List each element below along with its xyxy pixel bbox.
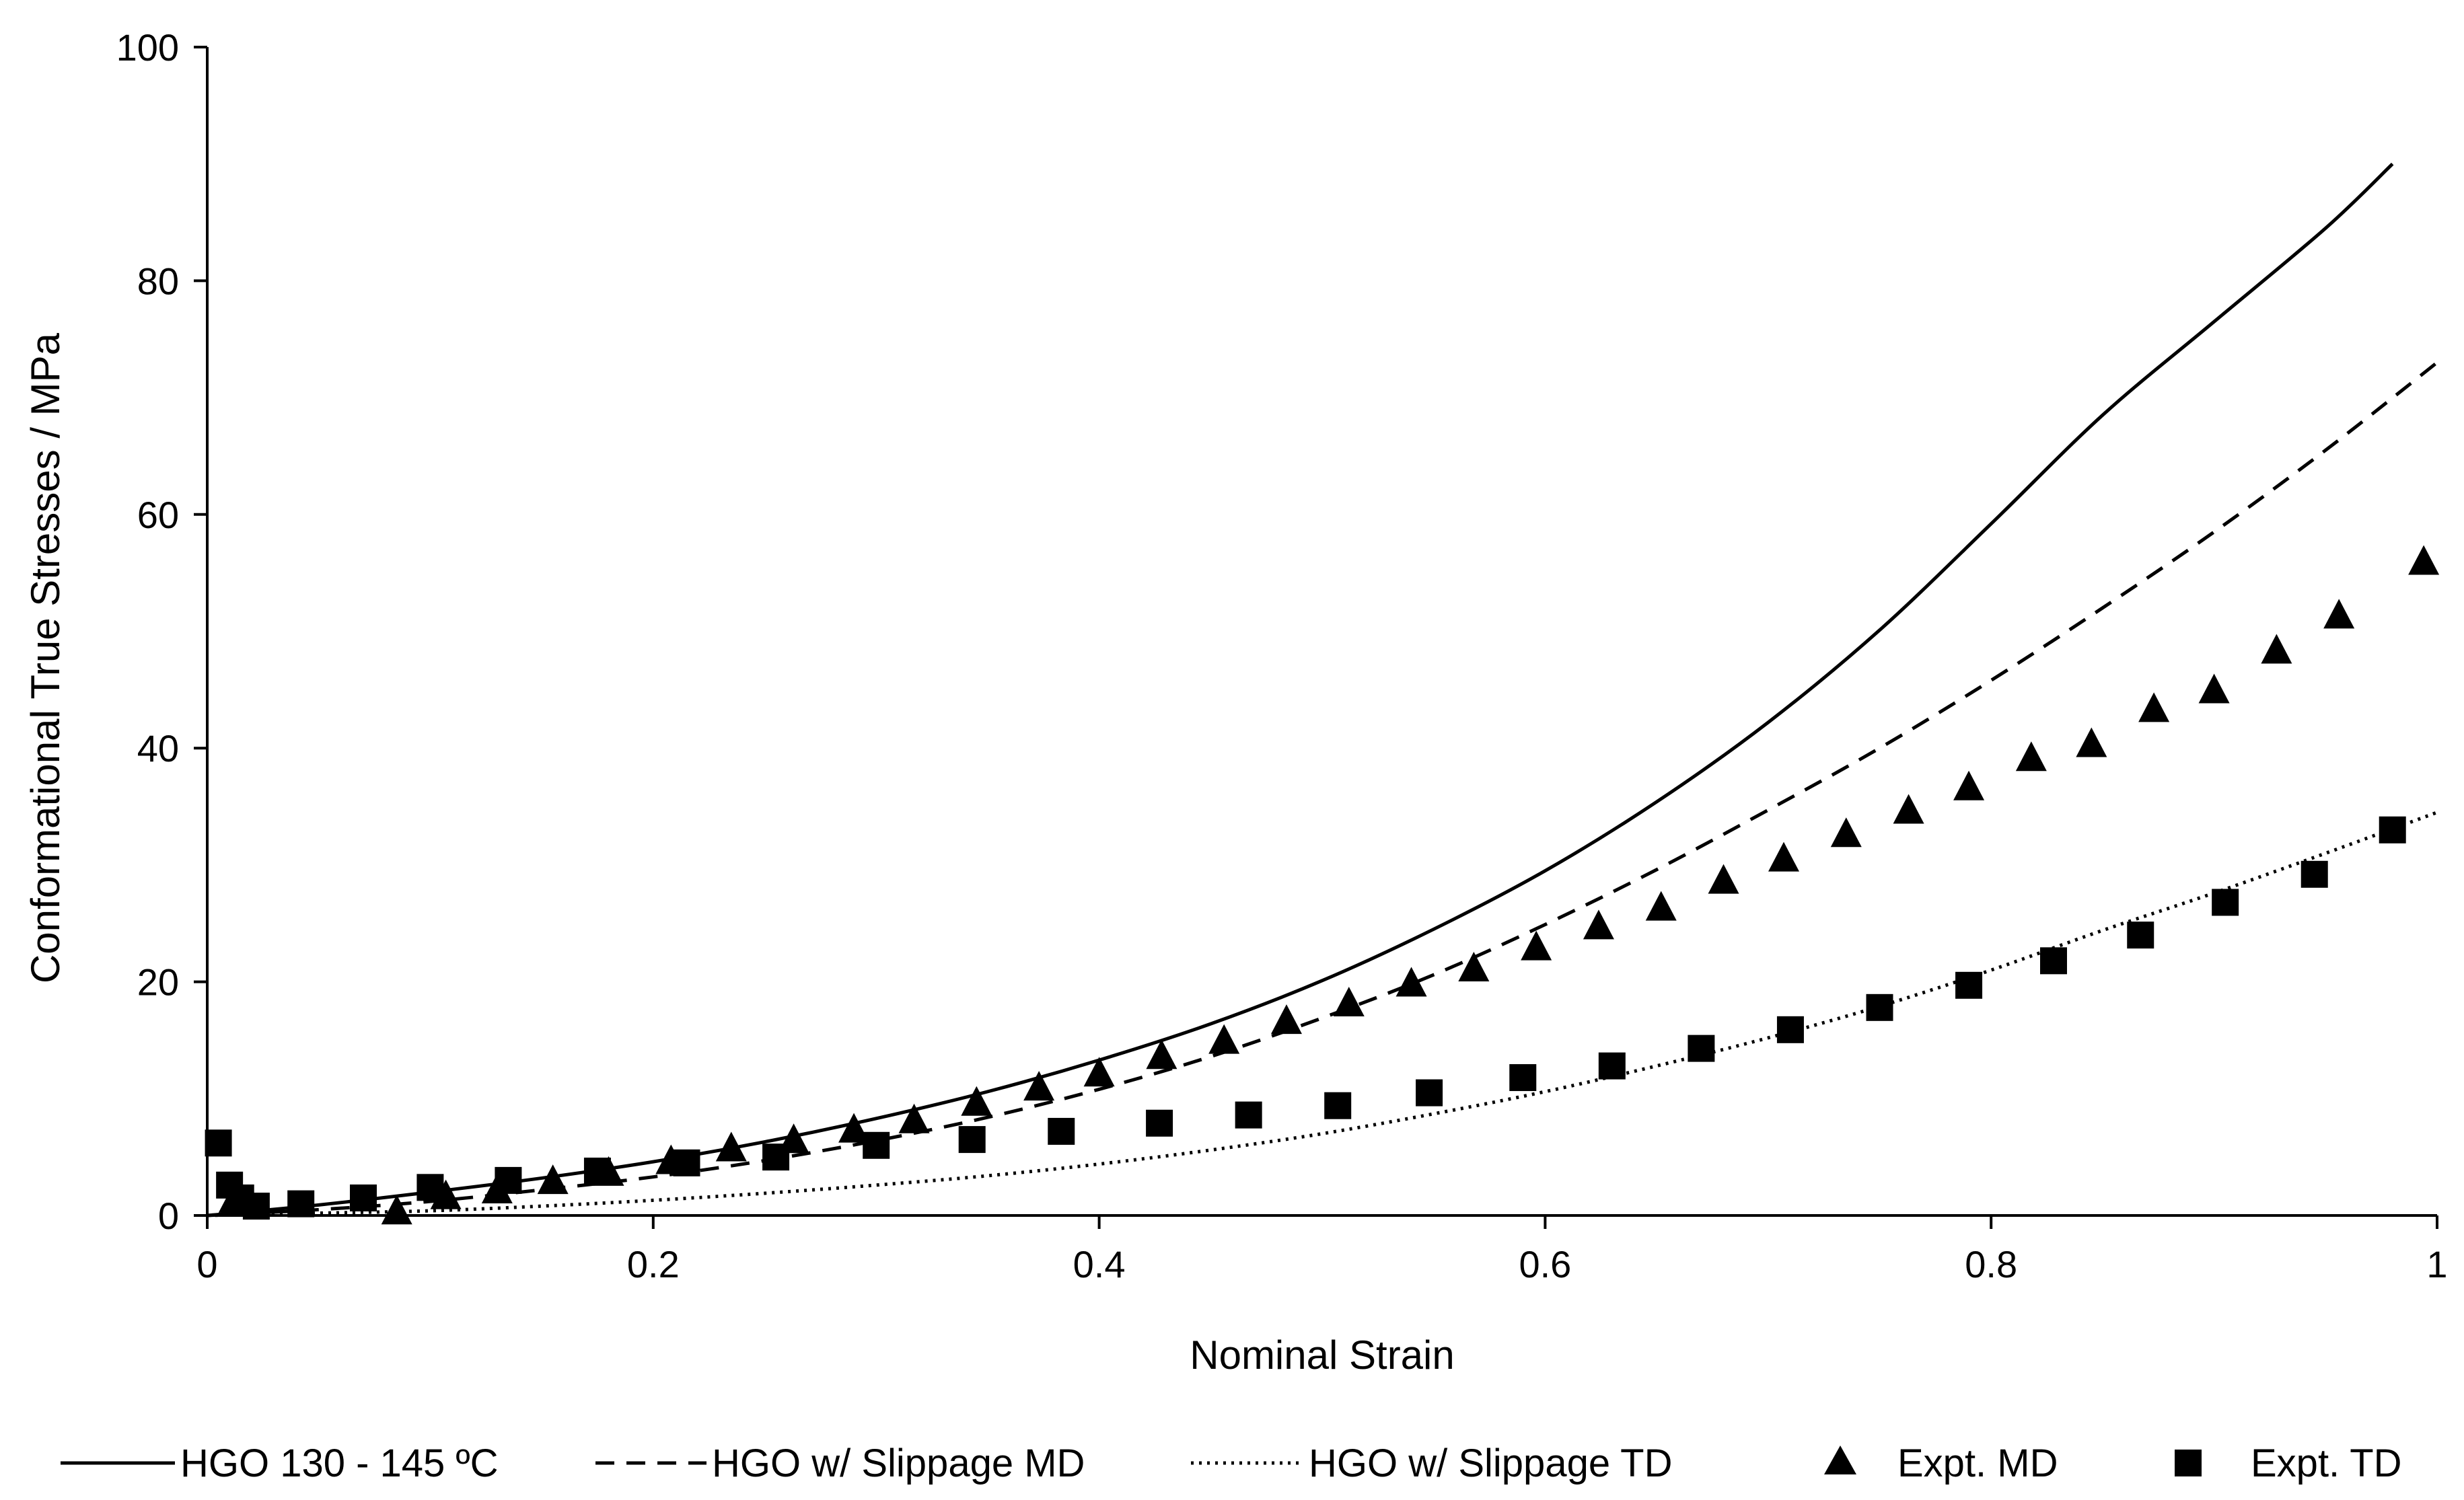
expt-td-point (1955, 971, 1983, 999)
expt-td-point (1146, 1109, 1173, 1137)
expt-td-point (1048, 1117, 1075, 1145)
y-tick-label: 40 (137, 727, 179, 770)
legend-square-marker (2175, 1450, 2202, 1476)
legend-label-expt-td: Expt. TD (2251, 1441, 2402, 1485)
x-tick-label: 0.4 (1073, 1243, 1126, 1285)
expt-md-point (1146, 1039, 1177, 1070)
expt-md-point (2138, 692, 2170, 722)
expt-td-point (2300, 860, 2328, 888)
series-line-dotted (207, 811, 2438, 1217)
y-tick-label: 80 (137, 260, 179, 302)
expt-td-point (2212, 889, 2239, 916)
expt-md-point (430, 1179, 462, 1209)
expt-md-point (1645, 891, 1677, 921)
expt-td-point (1324, 1092, 1352, 1119)
expt-td-point (2127, 922, 2154, 949)
expt-md-point (2261, 634, 2292, 664)
expt-md-point (898, 1103, 930, 1133)
expt-md-point (1708, 864, 1739, 894)
expt-md-point (1521, 930, 1552, 961)
expt-td-point (495, 1166, 522, 1194)
x-tick-label: 0.6 (1519, 1243, 1571, 1285)
legend-triangle-marker (1824, 1446, 1856, 1474)
expt-td-point (205, 1129, 232, 1157)
expt-md-point (1830, 817, 1862, 848)
expt-td-point (863, 1131, 890, 1159)
expt-td-point (1598, 1052, 1626, 1080)
expt-md-point (1333, 987, 1365, 1017)
expt-td-point (1235, 1101, 1262, 1129)
expt-md-point (2323, 599, 2355, 629)
expt-md-point (1023, 1071, 1055, 1101)
expt-td-point (287, 1190, 315, 1217)
expt-md-point (381, 1195, 412, 1225)
legend: HGO 130 - 145 ºC HGO w/ Slippage MD HGO … (61, 1441, 2402, 1485)
y-tick-label: 20 (137, 961, 179, 1004)
expt-td-point (2379, 816, 2406, 843)
expt-md-point (1458, 951, 1490, 981)
expt-md-point (2015, 741, 2047, 772)
expt-md-point (1893, 794, 1924, 824)
expt-md-point (1083, 1057, 1115, 1087)
x-axis-ticks: 0 0.2 0.4 0.6 0.8 1 (196, 1215, 2448, 1285)
legend-label-slippage-md: HGO w/ Slippage MD (712, 1441, 1085, 1485)
expt-td-point (2039, 947, 2067, 975)
x-axis-title: Nominal Strain (1190, 1333, 1455, 1378)
y-axis-ticks: 0 20 40 60 80 100 (116, 26, 207, 1237)
series-markers (205, 545, 2440, 1225)
expt-td-point (762, 1143, 790, 1171)
legend-label-hgo: HGO 130 - 145 ºC (180, 1441, 499, 1485)
y-tick-label: 0 (158, 1195, 179, 1237)
expt-td-point (1688, 1035, 1715, 1062)
expt-md-point (838, 1113, 870, 1143)
x-tick-label: 1 (2426, 1243, 2447, 1285)
expt-td-point (958, 1126, 986, 1154)
expt-md-point (1208, 1024, 1240, 1054)
expt-td-point (349, 1184, 377, 1211)
x-tick-label: 0.8 (1965, 1243, 2017, 1285)
expt-md-point (1583, 909, 1614, 940)
x-tick-label: 0.2 (627, 1243, 680, 1285)
expt-md-point (2076, 727, 2107, 757)
expt-md-point (1953, 770, 1985, 800)
expt-td-point (1776, 1016, 1804, 1043)
expt-md-point (715, 1131, 747, 1162)
expt-td-point (1866, 993, 1893, 1021)
expt-md-point (961, 1086, 992, 1116)
expt-td-point (673, 1149, 700, 1176)
x-tick-label: 0 (196, 1243, 217, 1285)
expt-td-point (1509, 1064, 1537, 1092)
expt-td-point (242, 1193, 270, 1220)
expt-md-point (537, 1164, 569, 1195)
expt-md-point (1270, 1004, 1302, 1035)
y-tick-label: 60 (137, 494, 179, 536)
expt-td-point (583, 1157, 611, 1185)
y-tick-label: 100 (116, 26, 179, 69)
legend-label-slippage-td: HGO w/ Slippage TD (1309, 1441, 1672, 1485)
legend-label-expt-md: Expt. MD (1897, 1441, 2058, 1485)
expt-md-point (2408, 545, 2440, 575)
expt-md-point (2198, 673, 2230, 704)
y-axis-title: Conformational True Stresses / MPa (23, 332, 68, 983)
expt-td-point (1416, 1079, 1443, 1107)
expt-md-point (1768, 841, 1799, 872)
expt-md-point (1396, 967, 1427, 997)
expt-td-point (416, 1174, 444, 1201)
